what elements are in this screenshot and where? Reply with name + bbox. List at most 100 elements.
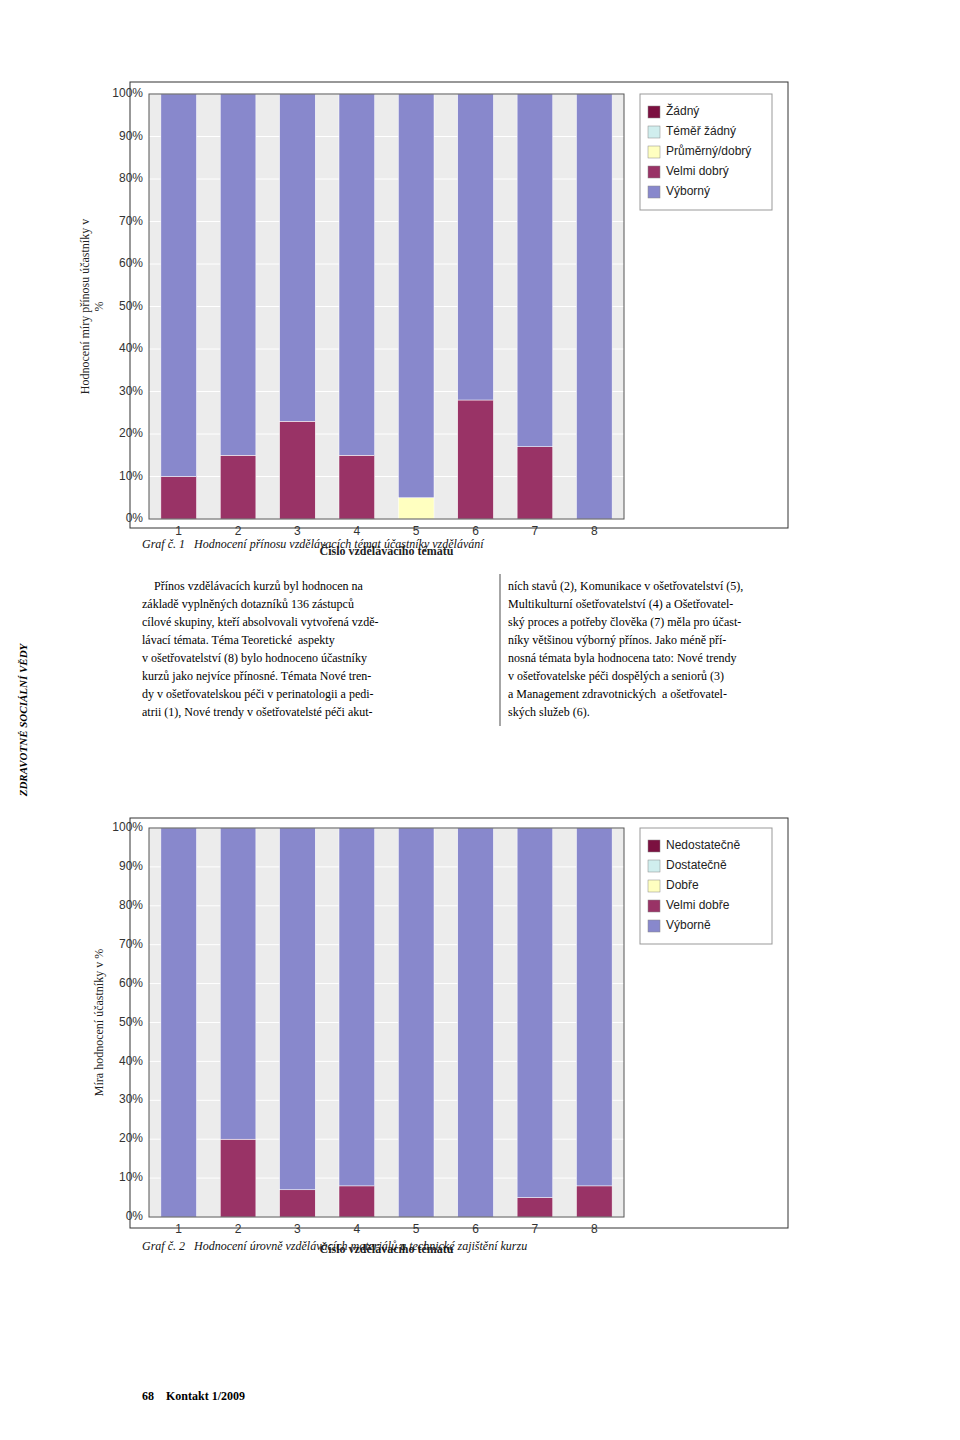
body-text-line: ních stavů (2), Komunikace v ošetřovatel… bbox=[508, 579, 743, 593]
chart: 0%10%20%30%40%50%60%70%80%90%100%1234567… bbox=[92, 818, 788, 1256]
legend-label: Výborně bbox=[666, 918, 711, 932]
bar-segment bbox=[339, 828, 375, 1186]
chart-border bbox=[130, 818, 788, 1228]
legend-label: Dostatečně bbox=[666, 858, 727, 872]
x-tick-label: 2 bbox=[235, 1222, 242, 1236]
legend-swatch bbox=[648, 106, 660, 118]
x-tick-label: 8 bbox=[591, 524, 598, 538]
legend-swatch bbox=[648, 166, 660, 178]
y-tick-label: 0% bbox=[126, 1209, 144, 1223]
x-tick-label: 2 bbox=[235, 524, 242, 538]
bars bbox=[161, 94, 612, 519]
y-tick-label: 50% bbox=[119, 299, 143, 313]
y-axis-label-line: Hodnocení míry přínosu účastníky v bbox=[78, 219, 92, 394]
bars bbox=[161, 828, 612, 1217]
x-tick-label: 4 bbox=[353, 1222, 360, 1236]
legend-swatch bbox=[648, 146, 660, 158]
x-tick-label: 6 bbox=[472, 524, 479, 538]
y-axis-label: Míra hodnocení účastníky v % bbox=[92, 949, 106, 1096]
bar-segment bbox=[220, 1139, 256, 1217]
y-tick-label: 60% bbox=[119, 976, 143, 990]
body-text-line: lávací témata. Téma Teoretické aspekty bbox=[142, 633, 335, 647]
body-text-line: v ošetřovatelske péči dospělých a senior… bbox=[508, 669, 724, 683]
body-text-line: atrii (1), Nové trendy v ošetřovatelsté … bbox=[142, 705, 373, 719]
plot-background bbox=[149, 828, 624, 1217]
y-axis-label-line: % bbox=[92, 302, 106, 312]
bar-segment bbox=[517, 447, 553, 519]
bar-segment bbox=[577, 1186, 613, 1217]
y-tick-label: 30% bbox=[119, 384, 143, 398]
y-tick-label: 30% bbox=[119, 1092, 143, 1106]
body-text-line: ských služeb (6). bbox=[508, 705, 590, 719]
legend-label: Výborný bbox=[666, 184, 710, 198]
body-text-line: v ošetřovatelství (8) bylo hodnoceno úča… bbox=[142, 651, 367, 665]
body-text-line: Multikulturní ošetřovatelství (4) a Ošet… bbox=[508, 597, 733, 611]
y-tick-label: 50% bbox=[119, 1015, 143, 1029]
y-tick-label: 10% bbox=[119, 1170, 143, 1184]
chart-caption: Graf č. 2 Hodnocení úrovně vzdělávacích … bbox=[142, 1239, 527, 1253]
y-tick-label: 20% bbox=[119, 1131, 143, 1145]
bar-segment bbox=[220, 828, 256, 1139]
column-rule bbox=[500, 574, 501, 726]
y-tick-label: 40% bbox=[119, 1054, 143, 1068]
body-text-line: a Management zdravotnických a ošetřovate… bbox=[508, 687, 727, 701]
bar-segment bbox=[220, 455, 256, 519]
body-text-line: cílové skupiny, kteří absolvovali vytvoř… bbox=[142, 615, 379, 629]
bar-segment bbox=[280, 94, 316, 421]
legend-swatch bbox=[648, 860, 660, 872]
x-tick-label: 6 bbox=[472, 1222, 479, 1236]
y-tick-label: 40% bbox=[119, 341, 143, 355]
page-background bbox=[0, 0, 960, 1440]
chart: 0%10%20%30%40%50%60%70%80%90%100%1234567… bbox=[78, 82, 788, 558]
legend-swatch bbox=[648, 900, 660, 912]
bar-segment bbox=[339, 94, 375, 455]
page: 0%10%20%30%40%50%60%70%80%90%100%1234567… bbox=[0, 0, 960, 1440]
bar-segment bbox=[517, 1198, 553, 1217]
x-tick-label: 8 bbox=[591, 1222, 598, 1236]
y-tick-label: 80% bbox=[119, 898, 143, 912]
bar-segment bbox=[280, 828, 316, 1190]
y-tick-label: 60% bbox=[119, 256, 143, 270]
legend-label: Dobře bbox=[666, 878, 699, 892]
y-tick-label: 100% bbox=[112, 820, 143, 834]
bar-segment bbox=[517, 94, 553, 447]
legend: ŽádnýTéměř žádnýPrůměrný/dobrýVelmi dobr… bbox=[640, 94, 772, 210]
y-tick-label: 100% bbox=[112, 86, 143, 100]
bar-segment bbox=[280, 1190, 316, 1217]
plot-frame bbox=[149, 94, 624, 519]
x-tick-label: 5 bbox=[413, 524, 420, 538]
body-text-line: nosná témata byla hodnocena tato: Nové t… bbox=[508, 651, 737, 665]
legend-label: Nedostatečně bbox=[666, 838, 740, 852]
sidebar-text: ZDRAVOTNÉ SOCIÁLNÍ VĚDY bbox=[17, 642, 29, 797]
legend-box bbox=[640, 828, 772, 944]
bar-segment bbox=[339, 1186, 375, 1217]
bar-segment bbox=[280, 421, 316, 519]
y-tick-label: 70% bbox=[119, 937, 143, 951]
x-tick-label: 3 bbox=[294, 524, 301, 538]
bar-segment bbox=[577, 94, 613, 519]
bar-segment bbox=[161, 94, 197, 477]
y-tick-label: 90% bbox=[119, 859, 143, 873]
body-text: ních stavů (2), Komunikace v ošetřovatel… bbox=[508, 579, 743, 719]
bar-segment bbox=[398, 94, 434, 498]
x-tick-label: 7 bbox=[532, 524, 539, 538]
legend-label: Žádný bbox=[666, 103, 699, 118]
bar-segment bbox=[398, 828, 434, 1217]
y-tick-label: 20% bbox=[119, 426, 143, 440]
y-tick-label: 10% bbox=[119, 469, 143, 483]
page-footer: 68 Kontakt 1/2009 bbox=[142, 1389, 245, 1403]
plot-frame bbox=[149, 828, 624, 1217]
body-text-line: základě vyplněných dotazníků 136 zástupc… bbox=[142, 597, 354, 611]
legend-swatch bbox=[648, 880, 660, 892]
x-tick-label: 5 bbox=[413, 1222, 420, 1236]
legend-label: Velmi dobře bbox=[666, 898, 730, 912]
legend-swatch bbox=[648, 126, 660, 138]
legend-swatch bbox=[648, 920, 660, 932]
body-text-line: kurzů jako nejvíce přínosné. Témata Nové… bbox=[142, 669, 371, 683]
legend-label: Velmi dobrý bbox=[666, 164, 729, 178]
y-axis-label-line: Míra hodnocení účastníky v % bbox=[92, 949, 106, 1096]
y-axis-label: Hodnocení míry přínosu účastníky v% bbox=[78, 219, 106, 394]
bar-segment bbox=[339, 455, 375, 519]
body-text-line: dy v ošetřovatelskou péči v perinatologi… bbox=[142, 687, 374, 701]
y-tick-label: 70% bbox=[119, 214, 143, 228]
